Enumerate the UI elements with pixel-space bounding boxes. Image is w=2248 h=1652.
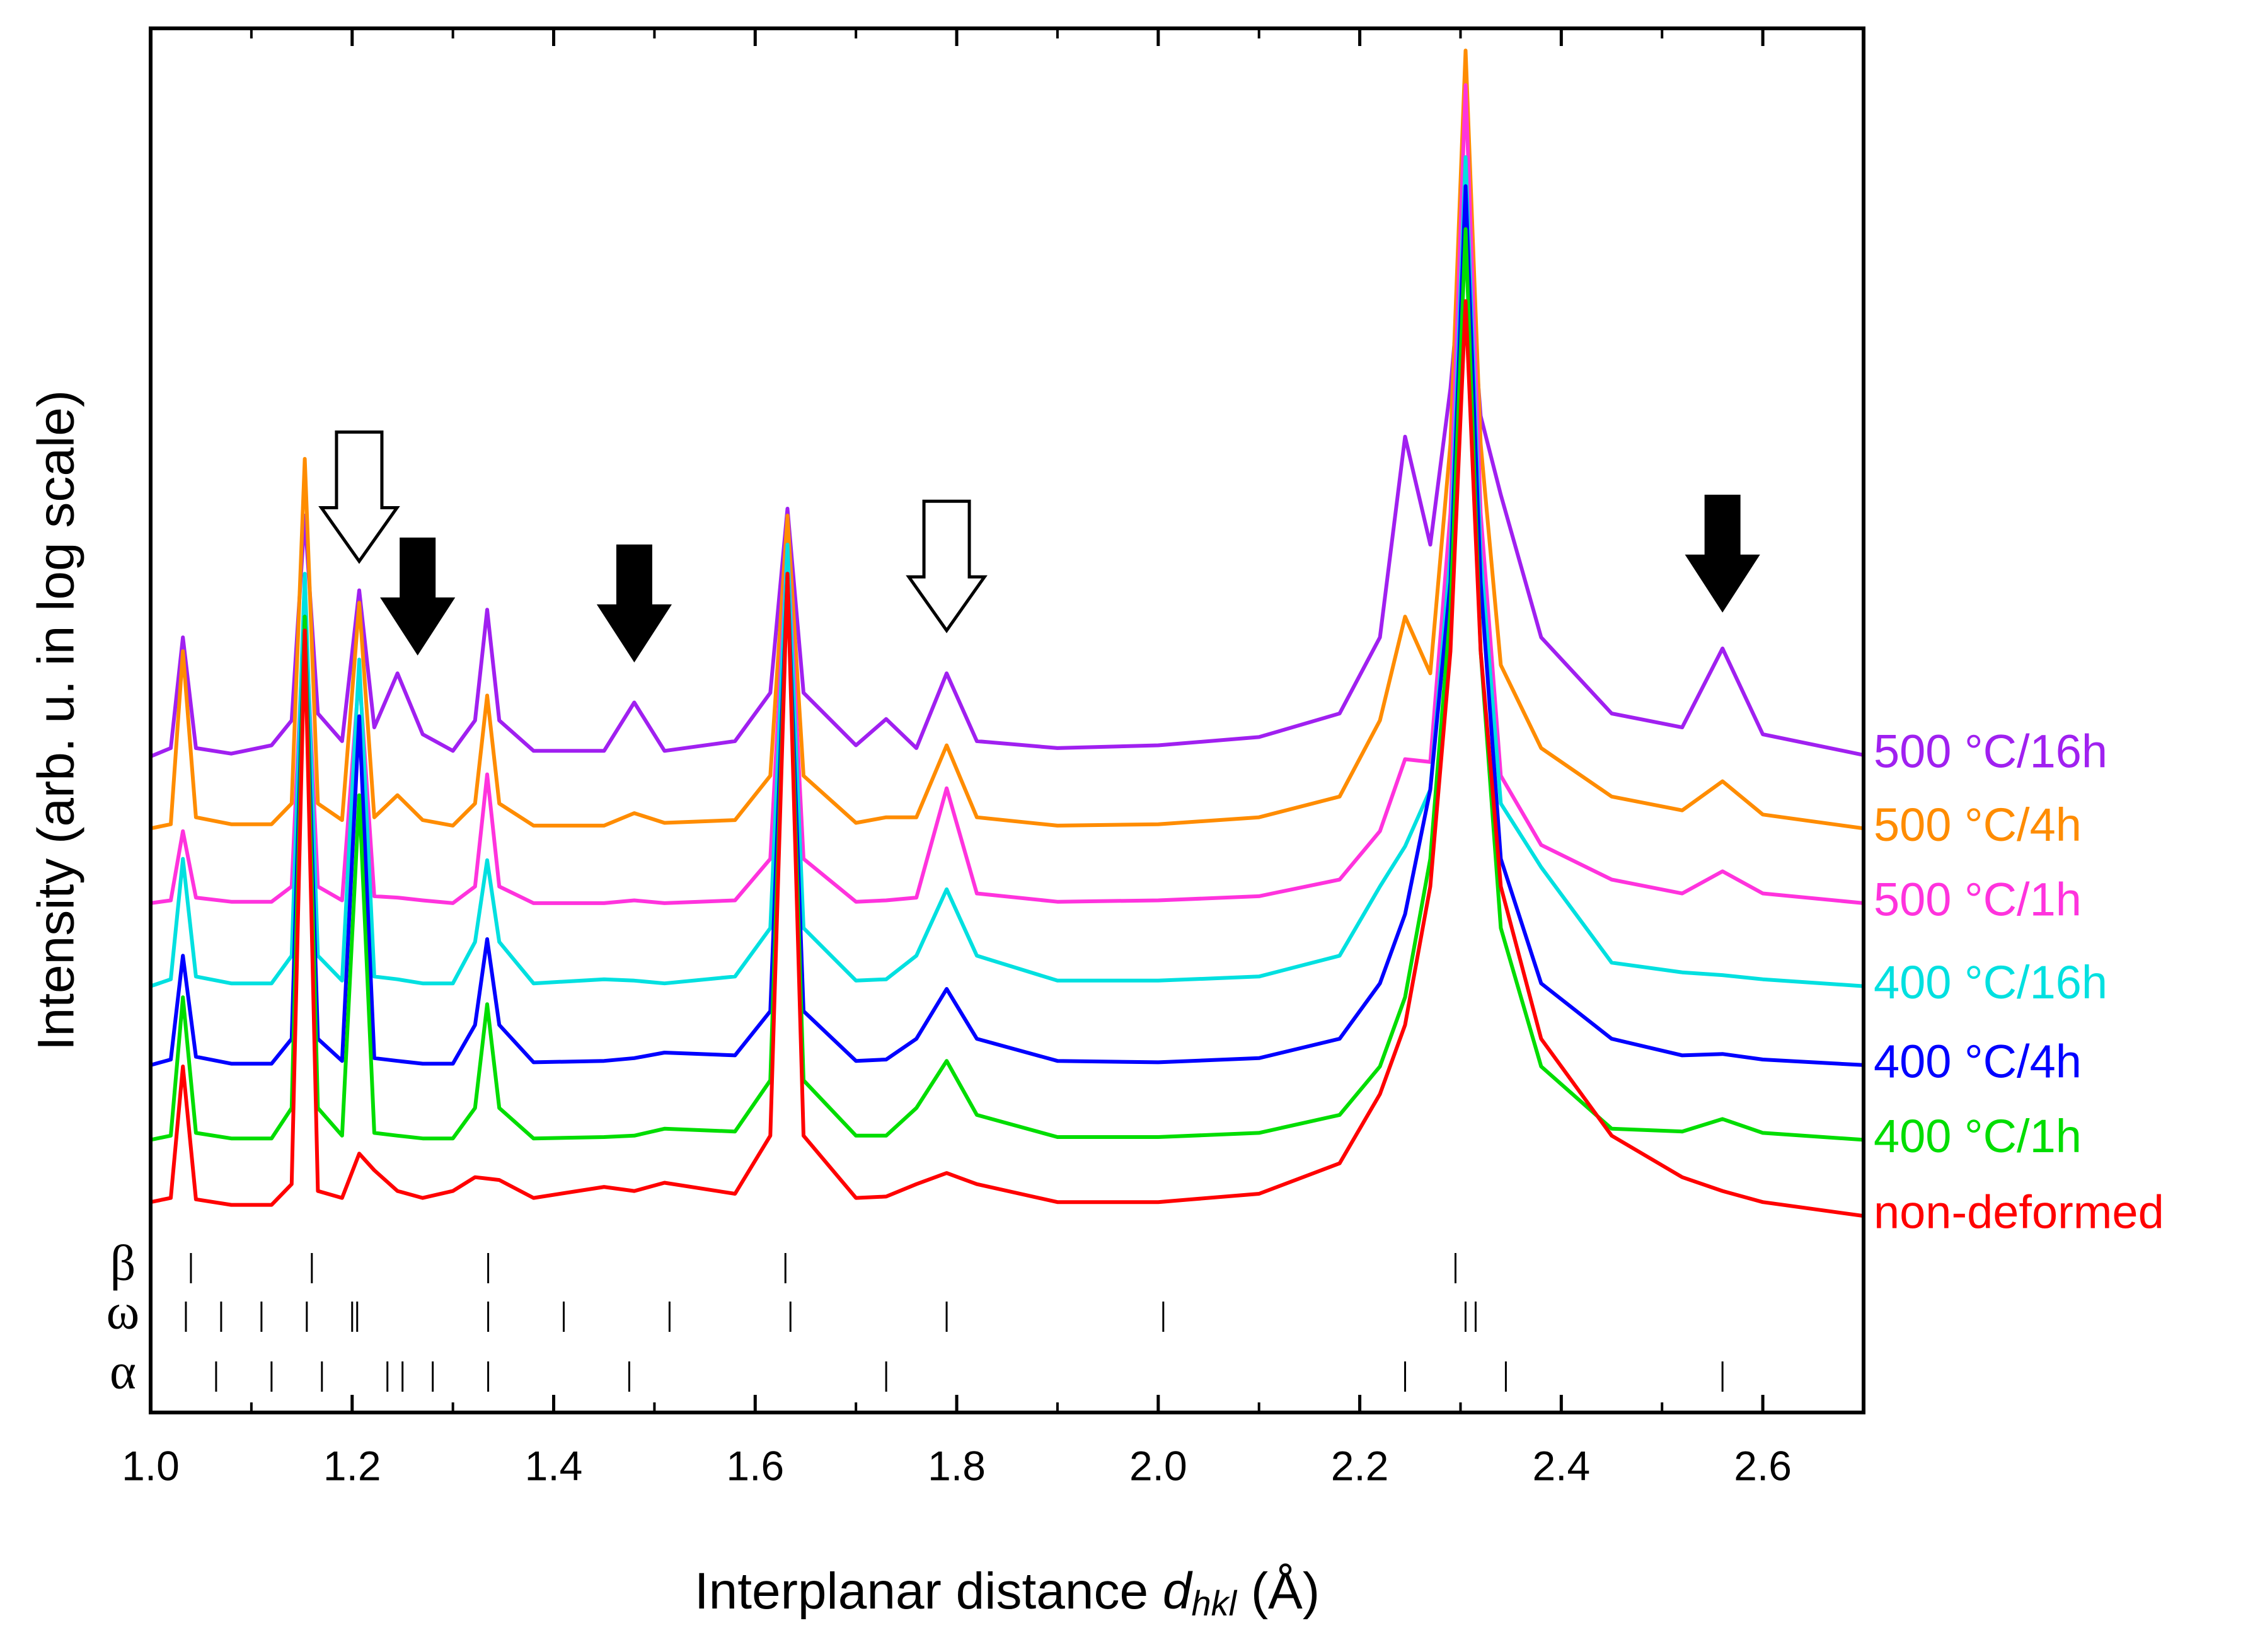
filled-arrow [380,537,456,656]
series-label: non-deformed [1874,1186,2164,1239]
series-label: 500 °C/1h [1874,873,2082,925]
x-tick-label: 1.4 [525,1442,583,1489]
x-axis-label-subscript: hkl [1191,1583,1237,1623]
series-line [151,83,1864,905]
series-label: 500 °C/16h [1874,725,2107,777]
filled-arrow [596,544,672,662]
x-axis-label-symbol: d [1163,1562,1193,1620]
x-tick-label: 2.2 [1331,1442,1389,1489]
x-axis-label-text: Interplanar distance [695,1562,1163,1620]
series-label: 400 °C/1h [1874,1110,2082,1162]
phase-label: β [110,1235,136,1291]
x-tick-label: 1.0 [122,1442,180,1489]
phase-label: ω [107,1284,140,1339]
x-tick-label: 1.2 [323,1442,381,1489]
series-line [151,299,1864,1218]
x-tick-label: 2.0 [1129,1442,1187,1489]
x-tick-label: 2.4 [1532,1442,1590,1489]
plot-frame [149,26,1865,1414]
x-axis-label: Interplanar distance dhkl (Å) [695,1562,1320,1623]
series-line [151,49,1864,831]
series-label: 400 °C/16h [1874,956,2107,1008]
y-axis-label: Intensity (arb. u. in log scale) [28,390,85,1051]
series-line [151,227,1864,1142]
series-label: 500 °C/4h [1874,799,2082,851]
open-arrow [906,499,988,633]
series-label: 400 °C/4h [1874,1035,2082,1087]
phase-label: α [110,1344,136,1399]
x-tick-label: 2.6 [1734,1442,1792,1489]
x-tick-label: 1.8 [928,1442,986,1489]
open-arrow [318,430,400,564]
series-line [151,213,1864,758]
filled-arrow [1685,494,1760,613]
x-tick-label: 1.6 [726,1442,784,1489]
x-axis-label-unit: (Å) [1236,1562,1320,1620]
